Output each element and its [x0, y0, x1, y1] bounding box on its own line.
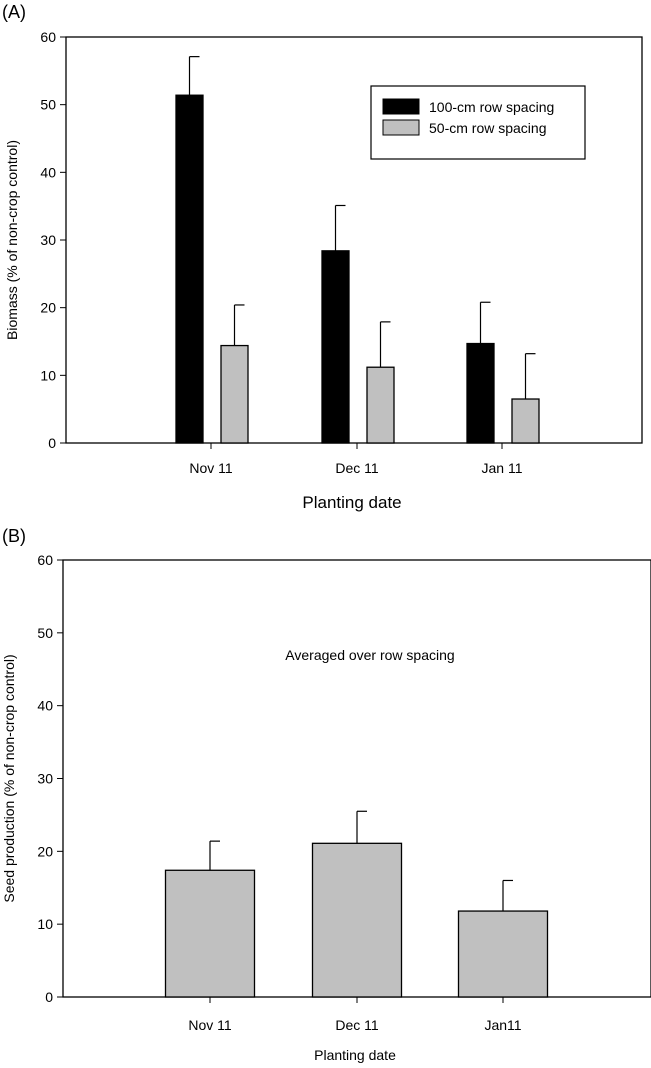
x-tick-label: Jan 11	[482, 460, 523, 476]
panel-label: (B)	[2, 526, 26, 546]
x-tick-label: Nov 11	[188, 1017, 232, 1033]
y-axis-label: Seed production (% of non-crop control)	[1, 654, 17, 902]
legend-label: 50-cm row spacing	[429, 120, 547, 136]
y-tick-label: 50	[37, 625, 53, 641]
y-tick-label: 0	[45, 989, 53, 1005]
x-tick-label: Jan11	[484, 1017, 521, 1033]
x-axis-label: Planting date	[302, 493, 401, 512]
y-tick-label: 30	[37, 771, 53, 787]
bar	[321, 250, 350, 444]
y-tick-label: 40	[37, 698, 53, 714]
legend-label: 100-cm row spacing	[429, 99, 554, 115]
legend: 100-cm row spacing 50-cm row spacing	[370, 85, 586, 160]
bar	[366, 366, 395, 444]
bar	[311, 842, 403, 998]
y-tick-label: 0	[48, 435, 56, 451]
x-tick-label: Dec 11	[335, 460, 379, 476]
panel-label: (A)	[2, 2, 26, 22]
bar	[175, 94, 204, 444]
y-tick-label: 10	[37, 916, 53, 932]
chart-panel-b: (B) 0 10 20 30 40 50 60 Nov 11 Dec 11 Jan11 Plantin…	[1, 526, 651, 1063]
x-tick-label: Nov 11	[189, 460, 233, 476]
y-tick-label: 20	[37, 843, 53, 859]
bar	[220, 344, 249, 444]
y-axis-label: Biomass (% of non-crop control)	[4, 140, 20, 340]
y-tick-label: 20	[40, 300, 56, 316]
bar	[466, 342, 495, 444]
y-tick-label: 40	[40, 164, 56, 180]
bar	[457, 910, 549, 998]
chart-panel-a: (A) 0 10 20 30 40 50 60 Nov 11 Dec 11 Jan 11 Planti…	[2, 2, 643, 512]
legend-swatch	[382, 119, 420, 136]
y-tick-label: 10	[40, 367, 56, 383]
x-axis-label: Planting date	[314, 1047, 396, 1063]
bar	[164, 869, 256, 998]
y-tick-label: 30	[40, 232, 56, 248]
y-tick-label: 50	[40, 97, 56, 113]
bar	[511, 398, 540, 444]
legend-swatch	[382, 98, 420, 115]
y-tick-label: 60	[40, 29, 56, 45]
x-tick-label: Dec 11	[335, 1017, 379, 1033]
y-tick-label: 60	[37, 552, 53, 568]
annotation: Averaged over row spacing	[285, 647, 454, 663]
